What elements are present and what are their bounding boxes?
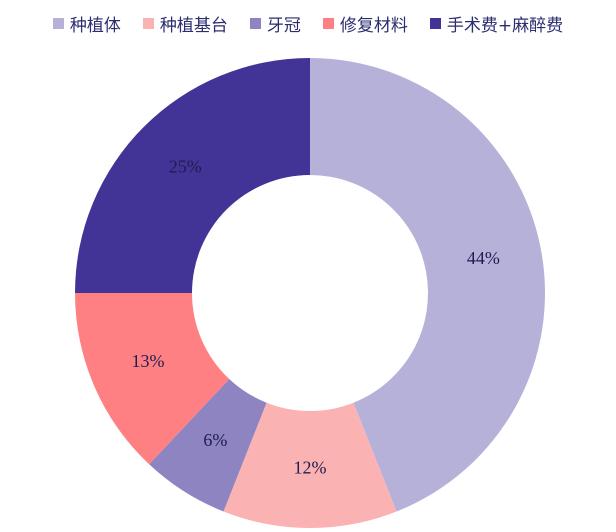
legend-item: 牙冠: [249, 11, 301, 36]
legend-item: 修复材料: [322, 11, 408, 36]
legend-label: 牙冠: [266, 15, 301, 36]
slice-data-label: 12%: [294, 458, 327, 478]
slice-data-label: 25%: [169, 156, 202, 176]
legend-label: 种植基台: [159, 15, 228, 36]
legend-swatch: [52, 17, 64, 29]
legend-item: 种植体: [52, 11, 121, 36]
donut-slice: [310, 58, 546, 512]
slice-data-label: 44%: [467, 248, 500, 268]
donut-slice: [75, 293, 230, 465]
donut-slice: [75, 58, 310, 293]
slice-data-label: 13%: [132, 351, 165, 371]
legend-label: 种植体: [69, 15, 121, 36]
donut-slice: [223, 402, 397, 528]
donut-slice: [149, 379, 267, 512]
legend-label: 修复材料: [339, 15, 408, 36]
legend-swatch: [429, 17, 441, 29]
legend-swatch: [322, 17, 334, 29]
legend-item: 手术费+麻醉费: [429, 11, 564, 36]
chart-legend: 种植体 种植基台 牙冠 修复材料 手术费+麻醉费: [0, 9, 616, 37]
legend-swatch: [249, 17, 261, 29]
legend-label: 手术费+麻醉费: [446, 15, 564, 36]
slice-data-label: 6%: [203, 430, 227, 450]
legend-item: 种植基台: [142, 11, 228, 36]
legend-swatch: [142, 17, 154, 29]
